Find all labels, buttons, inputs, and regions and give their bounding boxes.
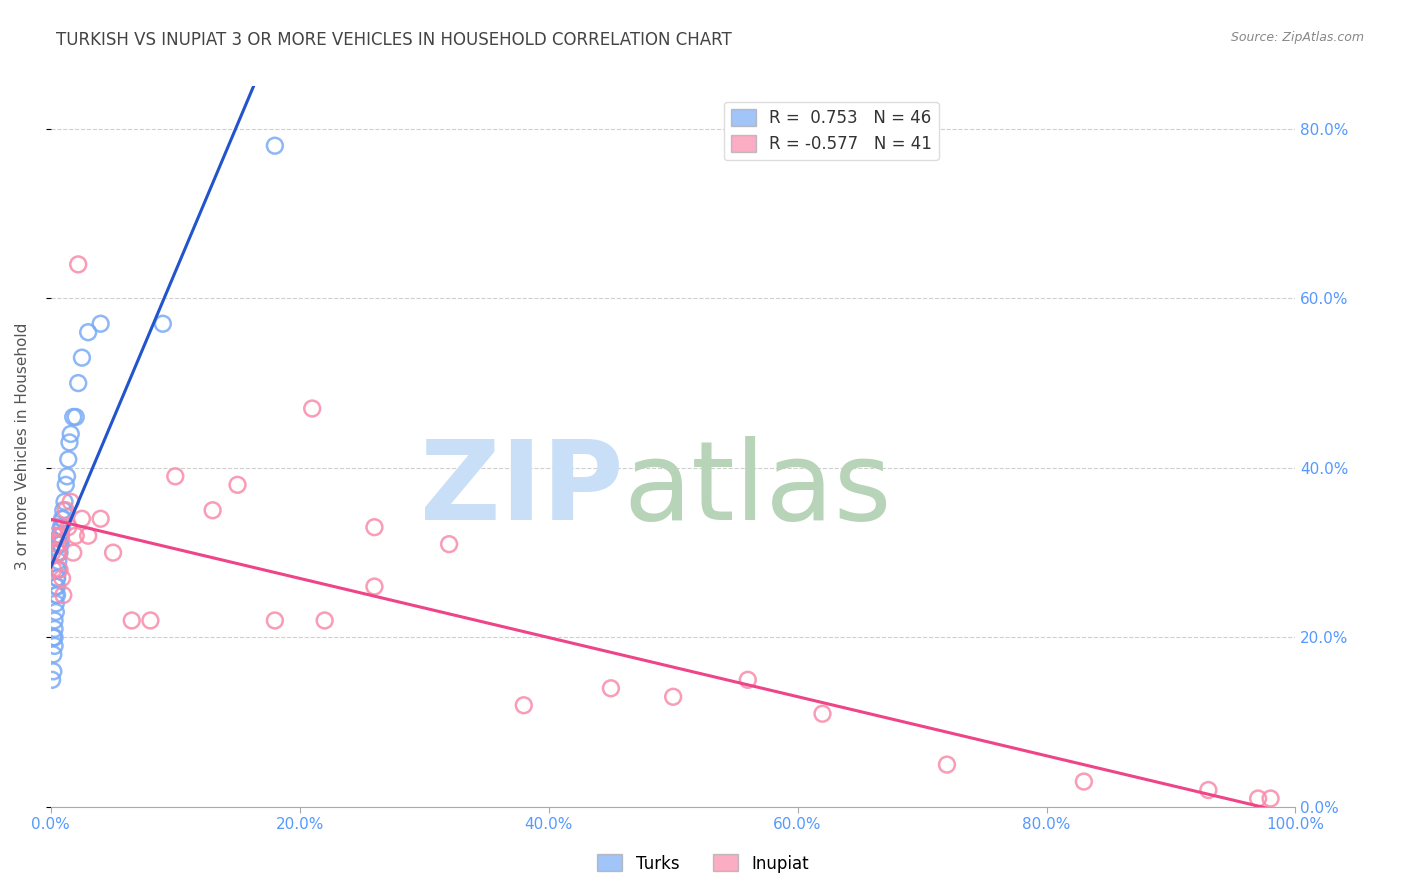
Point xyxy=(59,426,82,441)
Point xyxy=(51,520,73,534)
Point xyxy=(121,614,143,628)
Point xyxy=(1247,791,1270,805)
Point xyxy=(46,554,69,568)
Point xyxy=(42,665,65,679)
Point xyxy=(56,469,79,483)
Point xyxy=(42,631,65,645)
Point xyxy=(363,580,385,594)
Point xyxy=(45,520,67,534)
Point xyxy=(49,520,72,534)
Point xyxy=(152,317,174,331)
Point xyxy=(1197,783,1219,797)
Point xyxy=(44,614,66,628)
Point xyxy=(46,546,69,560)
Point xyxy=(139,614,162,628)
Point xyxy=(600,681,623,696)
Text: TURKISH VS INUPIAT 3 OR MORE VEHICLES IN HOUSEHOLD CORRELATION CHART: TURKISH VS INUPIAT 3 OR MORE VEHICLES IN… xyxy=(56,31,733,49)
Point xyxy=(662,690,685,704)
Point xyxy=(44,631,66,645)
Y-axis label: 3 or more Vehicles in Household: 3 or more Vehicles in Household xyxy=(15,323,30,570)
Point xyxy=(51,571,73,585)
Point xyxy=(936,757,959,772)
Point xyxy=(51,512,73,526)
Point xyxy=(58,452,80,467)
Point xyxy=(46,588,69,602)
Point xyxy=(48,529,70,543)
Point xyxy=(58,520,80,534)
Point xyxy=(1073,774,1095,789)
Point xyxy=(46,546,69,560)
Point xyxy=(101,546,124,560)
Point xyxy=(314,614,336,628)
Point xyxy=(45,580,67,594)
Point xyxy=(437,537,460,551)
Point xyxy=(46,546,69,560)
Point xyxy=(363,520,385,534)
Point xyxy=(46,563,69,577)
Point xyxy=(59,495,82,509)
Point xyxy=(513,698,536,713)
Point xyxy=(44,639,66,653)
Point xyxy=(201,503,224,517)
Point xyxy=(165,469,187,483)
Point xyxy=(62,546,84,560)
Text: Source: ZipAtlas.com: Source: ZipAtlas.com xyxy=(1230,31,1364,45)
Point xyxy=(226,478,249,492)
Point xyxy=(46,537,69,551)
Point xyxy=(42,648,65,662)
Point xyxy=(90,317,112,331)
Point xyxy=(70,512,93,526)
Point xyxy=(53,495,76,509)
Point xyxy=(263,614,285,628)
Point xyxy=(46,571,69,585)
Point xyxy=(49,529,72,543)
Point xyxy=(55,478,77,492)
Point xyxy=(45,605,67,619)
Point xyxy=(48,563,70,577)
Point xyxy=(46,571,69,585)
Point xyxy=(41,546,63,560)
Point xyxy=(41,673,63,687)
Point xyxy=(44,622,66,636)
Point xyxy=(45,597,67,611)
Point xyxy=(55,503,77,517)
Point xyxy=(52,503,75,517)
Legend: Turks, Inupiat: Turks, Inupiat xyxy=(591,847,815,880)
Point xyxy=(70,351,93,365)
Point xyxy=(67,376,90,390)
Point xyxy=(45,588,67,602)
Point xyxy=(90,512,112,526)
Point xyxy=(48,546,70,560)
Point xyxy=(65,529,87,543)
Point xyxy=(58,435,80,450)
Point xyxy=(49,529,72,543)
Point xyxy=(44,529,66,543)
Point xyxy=(46,580,69,594)
Point xyxy=(42,563,65,577)
Point xyxy=(77,529,100,543)
Point xyxy=(65,409,87,424)
Point xyxy=(46,537,69,551)
Point xyxy=(737,673,759,687)
Point xyxy=(49,537,72,551)
Point xyxy=(46,563,69,577)
Point xyxy=(263,138,285,153)
Legend: R =  0.753   N = 46, R = -0.577   N = 41: R = 0.753 N = 46, R = -0.577 N = 41 xyxy=(724,102,939,160)
Point xyxy=(811,706,834,721)
Point xyxy=(1260,791,1282,805)
Point xyxy=(301,401,323,416)
Point xyxy=(52,512,75,526)
Point xyxy=(67,257,90,271)
Text: atlas: atlas xyxy=(623,436,891,543)
Point xyxy=(48,537,70,551)
Point xyxy=(52,588,75,602)
Point xyxy=(77,325,100,339)
Point xyxy=(62,409,84,424)
Text: ZIP: ZIP xyxy=(420,436,623,543)
